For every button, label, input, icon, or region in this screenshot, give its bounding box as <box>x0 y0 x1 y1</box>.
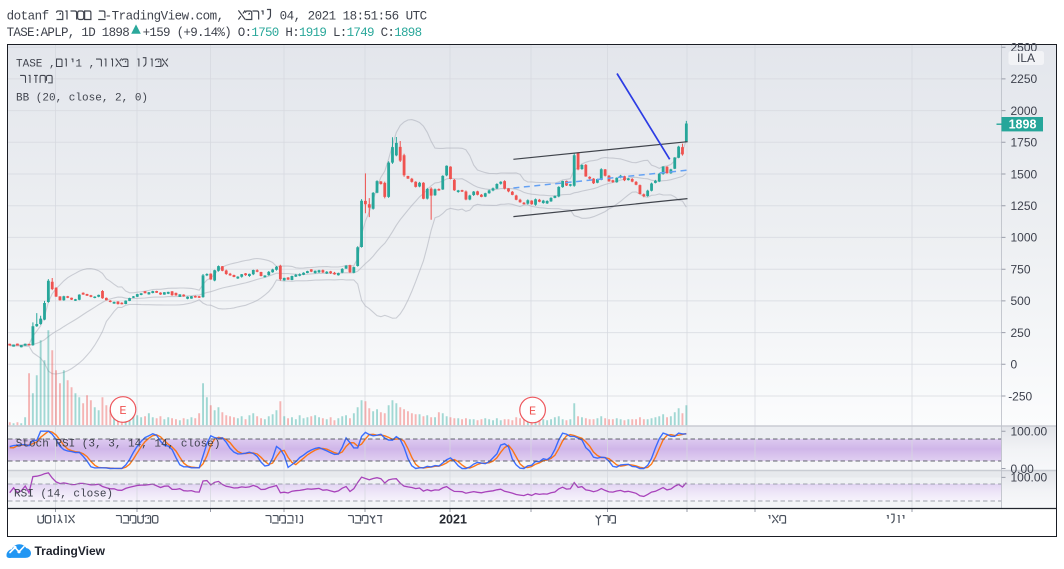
svg-text:-250: -250 <box>1008 389 1032 403</box>
svg-text:E: E <box>529 405 536 419</box>
svg-text:1749: 1749 <box>347 26 374 40</box>
svg-text:2000: 2000 <box>1011 104 1038 118</box>
svg-text:-TradingView.com,: -TradingView.com, <box>105 10 224 24</box>
svg-text:2021: 2021 <box>439 513 467 527</box>
svg-text:0: 0 <box>1011 358 1018 372</box>
svg-text:C:: C: <box>381 26 395 40</box>
svg-text:RSI (14, close): RSI (14, close) <box>14 489 113 501</box>
svg-text:+159 (+9.14%): +159 (+9.14%) <box>143 26 231 40</box>
svg-text:dotanf: dotanf <box>7 10 49 24</box>
svg-text:1919: 1919 <box>299 26 326 40</box>
svg-text:1898: 1898 <box>394 26 421 40</box>
svg-text:ILA: ILA <box>1017 51 1035 65</box>
svg-text:O:: O: <box>238 26 252 40</box>
svg-text:BB (20, close, 2, 0): BB (20, close, 2, 0) <box>16 92 148 104</box>
svg-text:250: 250 <box>1011 326 1031 340</box>
svg-text:1000: 1000 <box>1011 231 1038 245</box>
svg-text:1 ,: 1 , <box>75 59 95 71</box>
svg-text:1750: 1750 <box>1011 136 1038 150</box>
svg-text:1750: 1750 <box>251 26 278 40</box>
svg-text:100.00: 100.00 <box>1011 425 1048 439</box>
svg-text:Stoch RSI (3, 3, 14, 14, close: Stoch RSI (3, 3, 14, 14, close) <box>16 439 221 451</box>
svg-text:TASE:APLP, 1D 1898: TASE:APLP, 1D 1898 <box>7 26 130 40</box>
svg-text:750: 750 <box>1011 263 1031 277</box>
svg-text:0.00: 0.00 <box>1011 462 1035 476</box>
svg-text:1250: 1250 <box>1011 199 1038 213</box>
svg-text:L:: L: <box>333 26 347 40</box>
svg-text:500: 500 <box>1011 294 1031 308</box>
svg-text:H:: H: <box>285 26 299 40</box>
svg-text:TASE ,: TASE , <box>16 59 56 71</box>
svg-text:E: E <box>119 404 126 418</box>
svg-text:100.00: 100.00 <box>1011 471 1048 485</box>
svg-text:2250: 2250 <box>1011 72 1038 86</box>
svg-text:1500: 1500 <box>1011 167 1038 181</box>
svg-text:TradingView: TradingView <box>35 544 106 558</box>
svg-text:04, 2021 18:51:56 UTC: 04, 2021 18:51:56 UTC <box>280 10 427 24</box>
svg-text:1898: 1898 <box>1009 118 1037 132</box>
